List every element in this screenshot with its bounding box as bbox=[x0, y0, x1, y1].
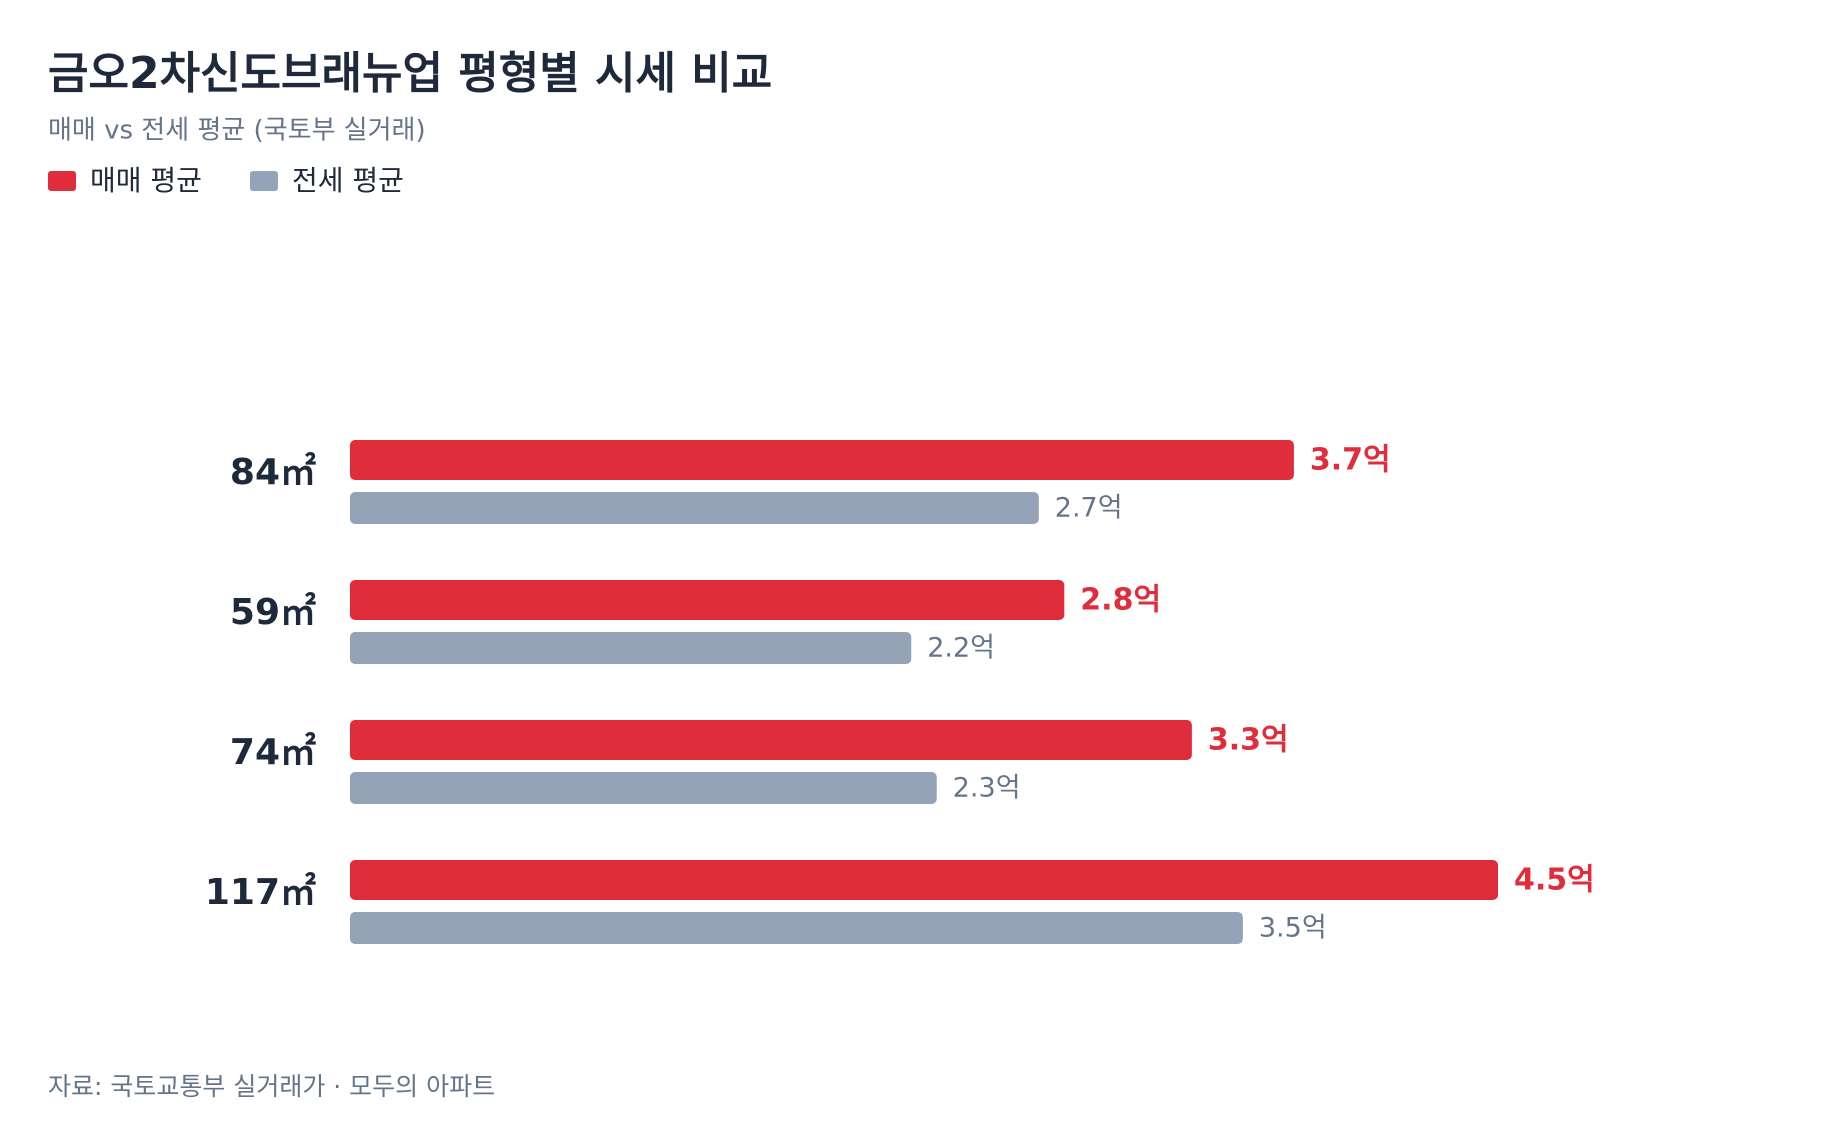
bar bbox=[350, 492, 1039, 524]
bar bbox=[350, 772, 937, 804]
value-label: 2.7억 bbox=[1055, 493, 1123, 524]
bar bbox=[350, 580, 1065, 620]
chart-subtitle: 매매 vs 전세 평균 (국토부 실거래) bbox=[48, 116, 426, 146]
chart-title: 금오2차신도브래뉴업 평형별 시세 비교 bbox=[48, 48, 772, 99]
value-label: 4.5억 bbox=[1514, 863, 1595, 898]
category-label: 84㎡ bbox=[230, 451, 316, 493]
category-label: 74㎡ bbox=[230, 731, 316, 773]
category-label: 59㎡ bbox=[230, 591, 316, 633]
legend-swatch bbox=[249, 171, 278, 191]
bar bbox=[350, 440, 1294, 480]
value-label: 3.3억 bbox=[1208, 723, 1289, 758]
bar bbox=[350, 912, 1243, 944]
source-note: 자료: 국토교통부 실거래가 · 모두의 아파트 bbox=[48, 1072, 495, 1101]
value-label: 2.3억 bbox=[953, 773, 1021, 804]
bar bbox=[350, 860, 1498, 900]
value-label: 3.7억 bbox=[1310, 443, 1391, 478]
value-label: 2.2억 bbox=[927, 633, 995, 664]
bar bbox=[350, 632, 912, 664]
category-label: 117㎡ bbox=[205, 871, 316, 913]
legend-label: 전세 평균 bbox=[292, 164, 404, 197]
value-label: 3.5억 bbox=[1259, 913, 1327, 944]
bar bbox=[350, 720, 1192, 760]
value-label: 2.8억 bbox=[1080, 583, 1161, 618]
legend-label: 매매 평균 bbox=[90, 164, 202, 197]
legend-swatch bbox=[48, 171, 76, 191]
